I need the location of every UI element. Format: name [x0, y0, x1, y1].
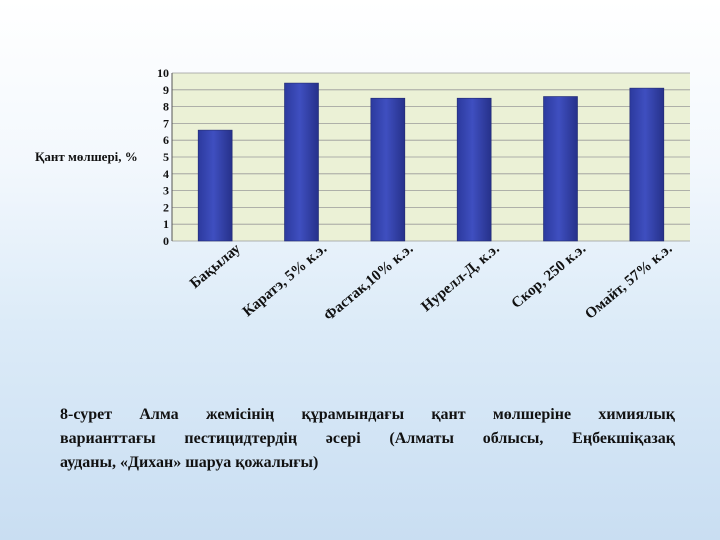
y-tick-label: 6: [163, 133, 169, 147]
bar: [456, 97, 492, 242]
y-tick-label: 10: [157, 66, 169, 80]
y-tick-label: 5: [163, 150, 169, 164]
bar: [197, 129, 233, 242]
x-category-label: Скор, 250 к.э.: [509, 241, 590, 312]
x-category-label: Каратэ, 5% к.э.: [240, 241, 330, 320]
y-tick-label: 9: [163, 83, 169, 97]
caption-line-3: ауданы, «Дихан» шаруа қожалығы): [60, 454, 319, 471]
gridlines: [172, 72, 690, 242]
bar: [543, 96, 578, 242]
y-axis-label: Қант мөлшері, %: [35, 149, 138, 164]
x-category-label: Омайт, 57% к.э.: [582, 241, 675, 323]
figure-caption: 8-сурет Алма жемісінің құрамындағы қант …: [60, 403, 675, 475]
bar: [629, 87, 665, 242]
y-tick-label: 2: [163, 200, 169, 214]
y-tick-label: 1: [163, 217, 169, 231]
x-category-label: Фастак,10% к.э.: [321, 241, 416, 325]
y-tick-labels: 0 1 2 3 4 5 6 7 8 9 10: [157, 66, 169, 248]
bars: [197, 82, 665, 242]
bar: [370, 97, 406, 242]
y-tick-label: 4: [163, 167, 169, 181]
bar: [284, 82, 319, 242]
x-category-label: Бақылау: [187, 240, 244, 291]
x-category-label: Нурелл-Д, к.э.: [419, 241, 503, 315]
y-tick-label: 0: [163, 234, 169, 248]
y-tick-label: 3: [163, 184, 169, 198]
y-tick-label: 7: [163, 116, 169, 130]
caption-line-2: варианттағы пестицидтердің әсері (Алматы…: [60, 430, 675, 447]
y-tick-label: 8: [163, 100, 169, 114]
caption-line-1: 8-сурет Алма жемісінің құрамындағы қант …: [60, 406, 675, 423]
